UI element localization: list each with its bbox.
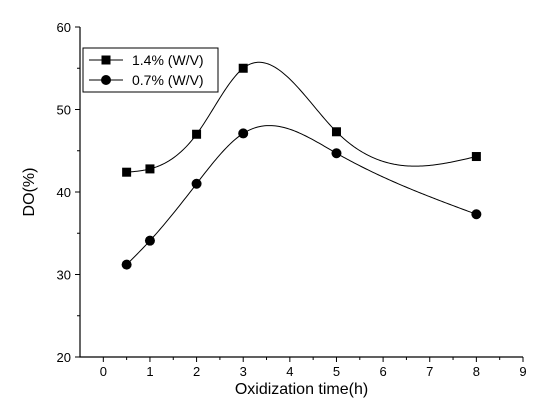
- data-point-series-2: [238, 128, 249, 139]
- data-point-series-1: [122, 167, 132, 177]
- data-point-series-1: [192, 129, 202, 139]
- x-axis-title: Oxidization time(h): [235, 381, 368, 398]
- data-point-series-2: [331, 148, 342, 159]
- legend-label: 0.7% (W/V): [132, 72, 204, 88]
- y-tick-label: 60: [57, 20, 71, 35]
- data-point-series-2: [471, 209, 482, 220]
- legend: 1.4% (W/V) 0.7% (W/V): [82, 47, 219, 93]
- legend-marker-square: [101, 55, 111, 65]
- data-point-series-1: [238, 63, 248, 73]
- x-tick-label: 7: [426, 364, 433, 379]
- x-tick-label: 3: [240, 364, 247, 379]
- data-point-series-2: [191, 178, 202, 189]
- x-tick-label: 9: [519, 364, 526, 379]
- data-point-series-2: [121, 259, 132, 270]
- series-line-2: [126, 125, 477, 265]
- x-tick-label: 5: [333, 364, 340, 379]
- x-tick-label: 6: [379, 364, 386, 379]
- legend-label: 1.4% (W/V): [132, 52, 204, 68]
- data-point-series-2: [144, 235, 155, 246]
- legend-marker-circle: [101, 75, 111, 85]
- x-tick-label: 0: [100, 364, 107, 379]
- data-point-series-1: [145, 164, 155, 174]
- plot-area: 0 1 2 3 4 5 6 7 8 9 20 30 40 50 60: [57, 20, 527, 379]
- x-tick-label: 1: [146, 364, 153, 379]
- series-line-1: [126, 61, 477, 173]
- x-tick-label: 4: [286, 364, 293, 379]
- data-point-series-1: [331, 127, 341, 137]
- x-tick-label: 8: [473, 364, 480, 379]
- data-point-series-1: [471, 152, 481, 162]
- y-tick-label: 50: [57, 103, 71, 118]
- y-tick-label: 40: [57, 185, 71, 200]
- x-tick-label: 2: [193, 364, 200, 379]
- y-axis-title: DO(%): [21, 168, 38, 217]
- y-tick-label: 20: [57, 350, 71, 365]
- y-tick-label: 30: [57, 268, 71, 283]
